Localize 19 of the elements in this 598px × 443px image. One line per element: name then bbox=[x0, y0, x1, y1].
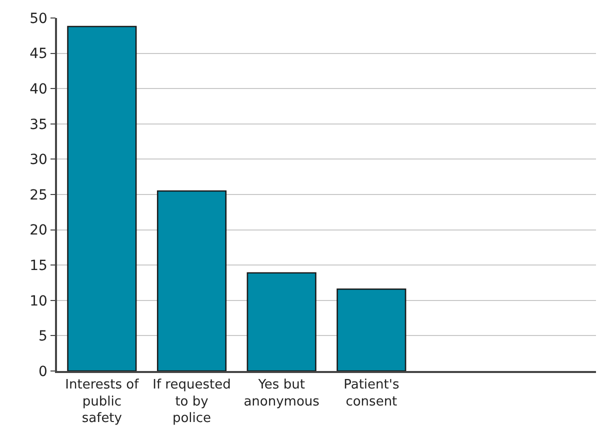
y-tick-label: 35 bbox=[30, 116, 48, 133]
y-tick-label: 30 bbox=[30, 152, 48, 168]
x-tick-label: Yes but anonymous bbox=[244, 377, 320, 410]
y-tick-label: 25 bbox=[30, 187, 48, 204]
x-tick-label: Patient's consent bbox=[344, 377, 400, 410]
y-tick-label: 20 bbox=[30, 222, 48, 239]
y-tick-label: 5 bbox=[38, 328, 48, 345]
bar bbox=[67, 26, 137, 371]
bar bbox=[336, 288, 406, 371]
y-tick-label: 15 bbox=[30, 258, 48, 274]
y-tick-label: 40 bbox=[30, 82, 48, 98]
y-tick-label: 50 bbox=[30, 10, 48, 27]
y-tick-label: 45 bbox=[30, 46, 48, 62]
bar bbox=[156, 190, 227, 371]
bar bbox=[246, 272, 316, 371]
y-tick-label: 0 bbox=[38, 364, 48, 380]
x-tick-label: If requested to by police bbox=[152, 377, 231, 426]
y-tick-label: 10 bbox=[30, 293, 48, 310]
x-tick-label: Interests of public safety bbox=[65, 377, 140, 426]
